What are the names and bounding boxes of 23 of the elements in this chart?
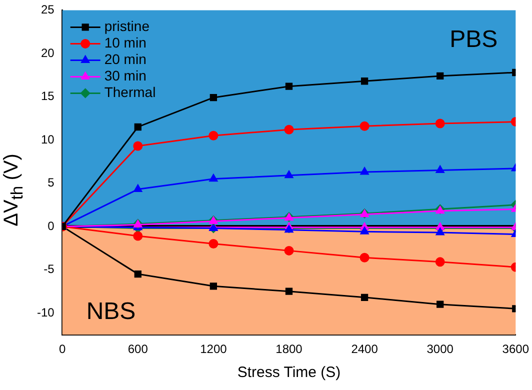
x-tick-label: 1800 [276,342,303,356]
y-tick-label: 25 [40,2,55,17]
legend-label: Thermal [104,84,156,100]
x-tick-label: 600 [128,342,148,356]
y-tick-label: 15 [40,89,55,104]
band-label: NBS [86,298,136,326]
y-tick-label: -5 [44,262,55,276]
y-tick-label: 5 [48,176,55,190]
x-tick-label: 0 [59,342,66,356]
band-label: PBS [450,26,498,53]
x-tick-label: 1200 [200,342,228,356]
x-axis-title: Stress Time (S) [237,364,341,382]
legend-label: 30 min [104,68,146,84]
x-tick-label: 3000 [426,342,454,356]
y-tick-label: 10 [40,132,55,146]
x-tick-label: 3600 [502,342,530,356]
legend-label: 10 min [104,34,146,51]
legend-label: pristine [104,18,150,34]
y-tick-label: 20 [40,46,55,60]
x-tick-label: 2400 [351,342,378,356]
y-tick-label: 0 [48,218,55,233]
y-tick-label: -10 [37,305,55,320]
legend-label: 20 min [104,51,146,68]
